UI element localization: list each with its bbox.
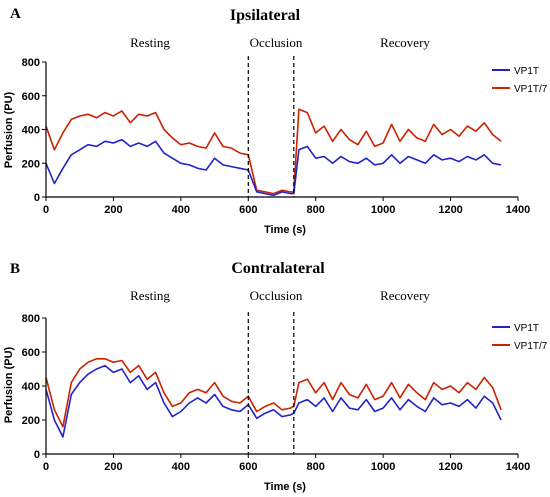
y-tick-label: 400: [22, 381, 40, 393]
x-tick-label: 200: [104, 461, 122, 473]
y-axis-title: Perfusion (PU): [3, 346, 15, 423]
x-axis-title: Time (s): [264, 224, 306, 236]
series-line-vp1t7: [45, 108, 502, 195]
panel-letter: B: [10, 261, 20, 277]
legend-label-vp1t: VP1T: [514, 323, 539, 334]
x-tick-label: 400: [172, 461, 190, 473]
phase-label-recovery: Recovery: [380, 35, 430, 50]
series-line-vp1t: [45, 364, 502, 438]
legend-label-vp1t7: VP1T/7: [514, 341, 548, 352]
phase-label-occlusion: Occlusion: [250, 35, 303, 50]
legend: VP1T VP1T/7: [492, 323, 548, 352]
legend-label-vp1t: VP1T: [514, 66, 539, 77]
series-line-vp1t: [45, 138, 502, 197]
y-tick-label: 800: [22, 313, 40, 325]
y-tick-label: 600: [22, 91, 40, 103]
plot-area: 0 200 400 600 800 0 200 400 600 800 1000 1200 1400: [22, 56, 530, 216]
y-tick-label: 0: [34, 449, 40, 461]
series-line-vp1t7: [45, 358, 502, 428]
phase-label-resting: Resting: [130, 35, 170, 50]
x-tick-label: 0: [43, 204, 49, 216]
phase-label-recovery: Recovery: [380, 288, 430, 303]
x-tick-label: 800: [307, 204, 325, 216]
y-tick-label: 0: [34, 192, 40, 204]
chart-title: Ipsilateral: [230, 7, 301, 24]
y-tick-label: 600: [22, 347, 40, 359]
panel-b: B Contralateral Resting Occlusion Recove…: [3, 260, 548, 493]
x-tick-label: 1400: [506, 461, 530, 473]
phase-label-resting: Resting: [130, 288, 170, 303]
x-axis-title: Time (s): [264, 481, 306, 493]
x-tick-label: 1400: [506, 204, 530, 216]
legend-label-vp1t7: VP1T/7: [514, 84, 548, 95]
x-tick-label: 800: [307, 461, 325, 473]
x-tick-label: 0: [43, 461, 49, 473]
x-tick-label: 600: [239, 461, 257, 473]
x-tick-label: 400: [172, 204, 190, 216]
y-tick-label: 200: [22, 158, 40, 170]
y-tick-label: 800: [22, 57, 40, 69]
x-tick-label: 1000: [371, 204, 395, 216]
x-tick-label: 1200: [438, 204, 462, 216]
panel-letter: A: [10, 6, 21, 22]
x-tick-label: 200: [104, 204, 122, 216]
chart-title: Contralateral: [231, 260, 325, 277]
phase-label-occlusion: Occlusion: [250, 288, 303, 303]
x-tick-label: 1000: [371, 461, 395, 473]
legend: VP1T VP1T/7: [492, 66, 548, 95]
panel-a: A Ipsilateral Resting Occlusion Recovery…: [3, 6, 548, 236]
x-tick-label: 1200: [438, 461, 462, 473]
y-tick-label: 400: [22, 125, 40, 137]
y-axis-title: Perfusion (PU): [3, 91, 15, 168]
plot-area: 0 200 400 600 800 0 200 400 600 800 1000 1200 1400: [22, 312, 530, 473]
y-tick-label: 200: [22, 415, 40, 427]
x-tick-label: 600: [239, 204, 257, 216]
